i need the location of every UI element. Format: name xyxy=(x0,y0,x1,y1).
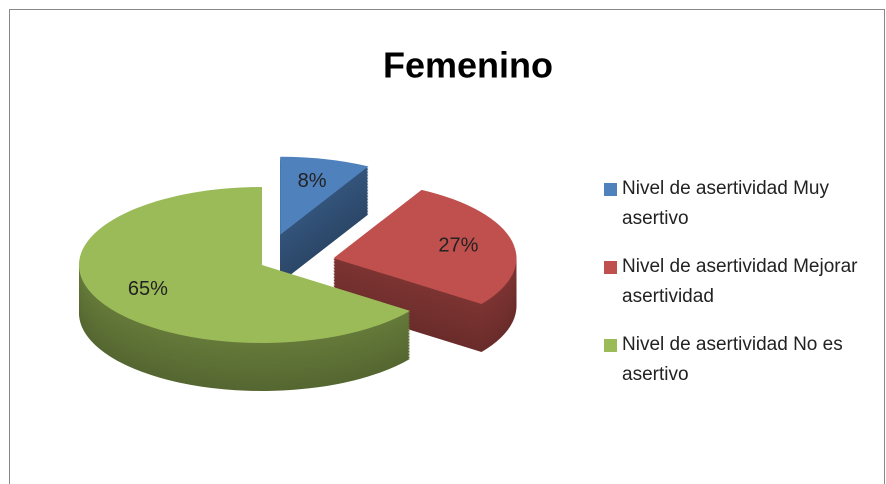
legend-swatch xyxy=(604,261,617,274)
data-label: 27% xyxy=(438,235,478,257)
legend-item: Nivel de asertividad Mejorar asertividad xyxy=(604,252,867,312)
legend-item: Nivel de asertividad Muy asertivo xyxy=(604,174,867,234)
legend-swatch xyxy=(604,339,617,352)
data-label: 65% xyxy=(128,278,168,300)
chart-title: Femenino xyxy=(383,45,553,86)
legend-label: Nivel de asertividad Muy asertivo xyxy=(622,178,829,229)
legend-item: Nivel de asertividad No es asertivo xyxy=(604,330,867,390)
slice xyxy=(280,156,369,235)
legend-label: Nivel de asertividad No es asertivo xyxy=(622,334,843,385)
legend-label: Nivel de asertividad Mejorar asertividad xyxy=(622,256,858,307)
legend-swatch xyxy=(604,183,617,196)
slice xyxy=(79,186,411,343)
data-label: 8% xyxy=(298,170,327,192)
legend: Nivel de asertividad Muy asertivo Nivel d… xyxy=(604,174,874,408)
slice xyxy=(333,189,517,305)
chart-border xyxy=(9,9,885,484)
